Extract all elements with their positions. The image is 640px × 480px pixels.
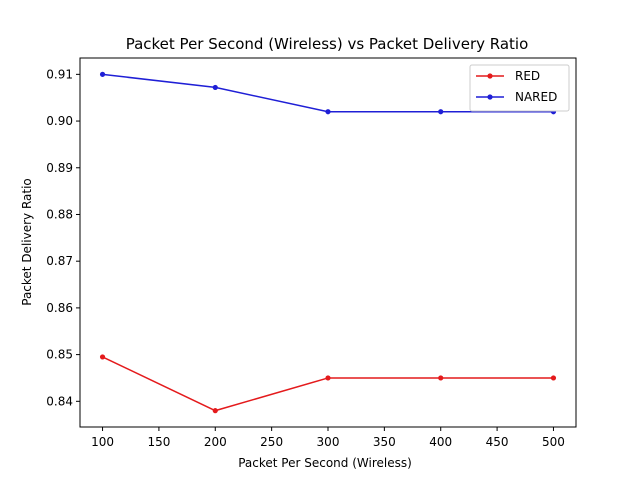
x-tick-label: 350 (373, 435, 396, 449)
y-tick-label: 0.90 (46, 114, 73, 128)
y-axis-label: Packet Delivery Ratio (20, 178, 34, 306)
legend-marker-red (487, 73, 493, 79)
legend-label-red: RED (515, 69, 540, 83)
series-layer (99, 71, 557, 414)
x-tick-label: 500 (542, 435, 565, 449)
x-tick-label: 150 (147, 435, 170, 449)
y-tick-label: 0.89 (46, 161, 73, 175)
legend-marker-nared (487, 94, 493, 100)
y-axis: 0.84 0.85 0.86 0.87 0.88 0.89 0.90 0.91 (46, 67, 80, 408)
x-tick-label: 300 (317, 435, 340, 449)
data-point-red (550, 375, 557, 381)
data-point-nared (212, 84, 218, 91)
data-point-red (99, 354, 106, 360)
x-tick-label: 100 (91, 435, 114, 449)
y-tick-label: 0.91 (46, 67, 73, 81)
y-tick-label: 0.85 (46, 348, 73, 362)
chart-title: Packet Per Second (Wireless) vs Packet D… (126, 35, 529, 53)
data-point-nared (99, 71, 106, 77)
data-point-red (438, 375, 444, 381)
legend-label-nared: NARED (515, 90, 557, 104)
series-line-red (102, 356, 554, 412)
y-tick-label: 0.86 (46, 301, 73, 315)
x-axis-label: Packet Per Second (Wireless) (238, 456, 412, 470)
y-tick-label: 0.84 (46, 394, 73, 408)
x-tick-label: 450 (486, 435, 509, 449)
data-point-nared (325, 109, 331, 115)
y-tick-label: 0.87 (46, 254, 73, 268)
data-point-red (212, 408, 218, 414)
x-tick-label: 250 (260, 435, 283, 449)
data-point-red (325, 375, 331, 381)
x-axis: 100 150 200 250 300 350 400 450 500 (91, 427, 565, 449)
data-point-nared (438, 109, 444, 115)
x-tick-label: 400 (429, 435, 452, 449)
y-tick-label: 0.88 (46, 207, 73, 221)
x-tick-label: 200 (204, 435, 227, 449)
legend: RED NARED (469, 64, 570, 112)
